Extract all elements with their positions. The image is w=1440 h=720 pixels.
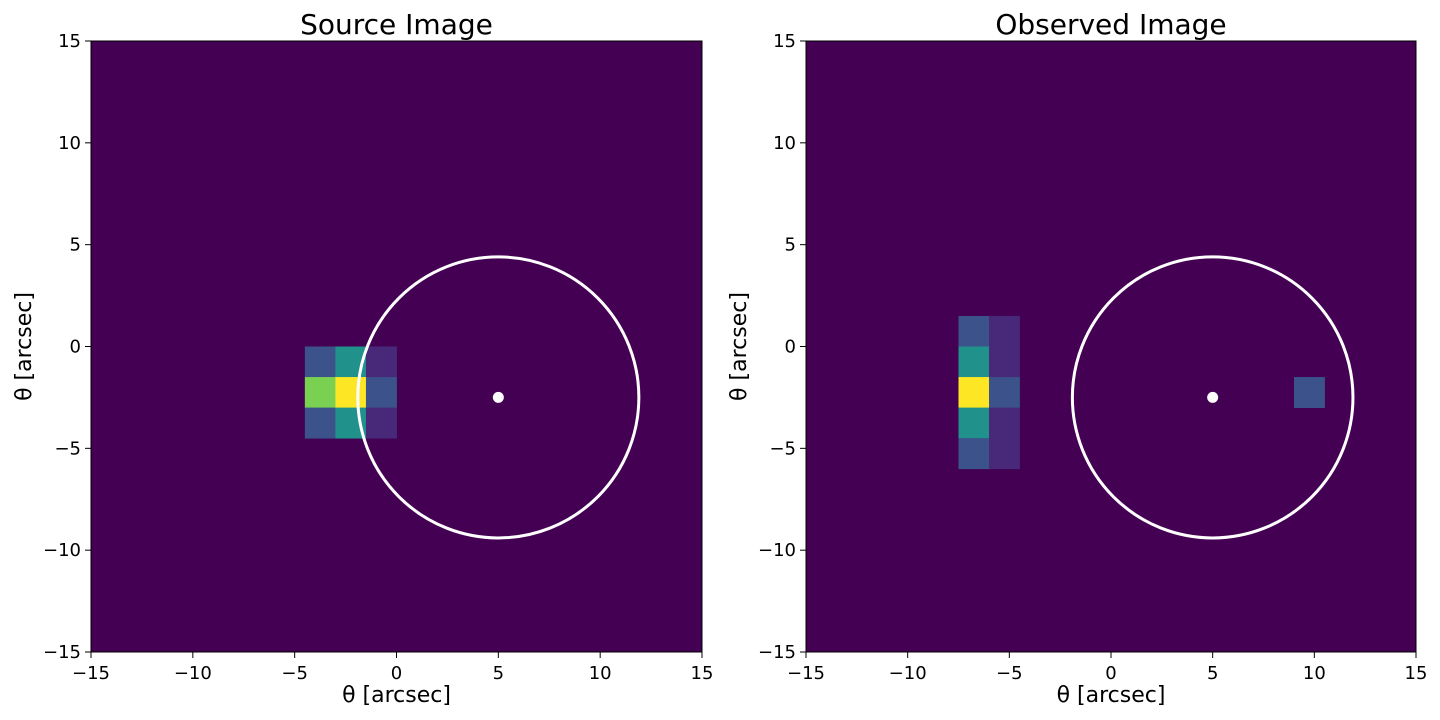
image-pixel: [989, 346, 1020, 378]
y-axis-label: θ [arcsec]: [12, 292, 37, 401]
image-pixel: [958, 346, 990, 378]
y-tick-label: −10: [43, 540, 81, 561]
y-tick-label: 10: [773, 133, 796, 154]
lens-circle: [1070, 255, 1355, 540]
panel-title: Observed Image: [995, 8, 1226, 41]
image-pixel: [365, 346, 397, 378]
x-tick-label: 15: [1405, 663, 1428, 684]
x-tick-label: −10: [889, 663, 927, 684]
x-tick-label: 10: [589, 663, 612, 684]
image-pixel: [989, 377, 1020, 408]
y-tick-label: −15: [758, 642, 796, 663]
y-tick-label: 0: [70, 337, 81, 358]
image-pixel: [989, 315, 1020, 347]
lens-circle: [356, 255, 641, 540]
image-pixel: [365, 377, 397, 408]
y-tick-label: 10: [58, 133, 81, 154]
image-pixel: [304, 346, 336, 378]
x-axis-label: θ [arcsec]: [342, 683, 451, 708]
x-tick-label: −5: [996, 663, 1023, 684]
lens-center-point: [1207, 391, 1219, 403]
y-tick-label: −15: [43, 642, 81, 663]
x-tick-label: 0: [1105, 663, 1116, 684]
panel-title: Source Image: [300, 8, 493, 41]
x-tick-label: −15: [787, 663, 825, 684]
x-tick-label: 5: [1207, 663, 1218, 684]
y-tick-label: 15: [58, 31, 81, 52]
x-tick-label: −15: [72, 663, 110, 684]
image-pixel: [989, 438, 1020, 470]
image-pixel: [304, 407, 336, 439]
y-tick-label: 15: [773, 31, 796, 52]
image-pixel: [958, 407, 990, 439]
x-tick-label: 10: [1303, 663, 1326, 684]
image-pixel: [335, 377, 367, 408]
image-pixel: [958, 377, 990, 408]
y-tick-label: 0: [785, 337, 796, 358]
image-pixel: [304, 377, 336, 408]
image-pixel: [989, 407, 1020, 439]
lens-center-point: [492, 391, 504, 403]
y-tick-label: −5: [54, 438, 81, 459]
source-image-panel: Source Image θ [arcsec] θ [arcsec] −15 −1…: [12, 8, 713, 708]
image-pixel: [1294, 377, 1325, 408]
x-tick-label: 5: [493, 663, 504, 684]
plot-area: [806, 41, 1416, 652]
y-tick-label: −5: [769, 438, 796, 459]
image-pixel: [365, 407, 397, 439]
image-pixel: [958, 438, 990, 470]
x-tick-label: −5: [281, 663, 308, 684]
x-tick-label: 15: [691, 663, 714, 684]
observed-image-panel: Observed Image θ [arcsec] θ [arcsec] −15…: [727, 8, 1427, 708]
image-pixel: [958, 315, 990, 347]
x-axis-label: θ [arcsec]: [1057, 683, 1166, 708]
y-tick-label: 5: [70, 235, 81, 256]
x-tick-label: 0: [391, 663, 402, 684]
x-tick-label: −10: [174, 663, 212, 684]
y-axis-label: θ [arcsec]: [727, 292, 752, 401]
y-tick-label: 5: [785, 235, 796, 256]
y-tick-label: −10: [758, 540, 796, 561]
